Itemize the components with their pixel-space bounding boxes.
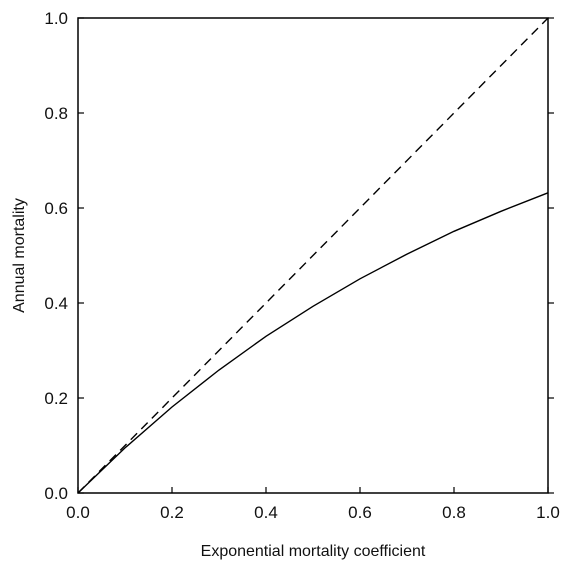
x-axis-ticks: 0.0 0.2 0.4 0.6 0.8 1.0 (66, 487, 560, 522)
x-tick-label: 1.0 (536, 503, 560, 522)
y-axis-ticks: 0.0 0.2 0.4 0.6 0.8 1.0 (44, 9, 554, 503)
y-tick-label: 0.4 (44, 294, 68, 313)
x-axis-label: Exponential mortality coefficient (201, 543, 426, 560)
series-solid-line (77, 192, 549, 494)
series-dashed-line (77, 17, 549, 494)
series-layer (77, 17, 549, 494)
x-tick-label: 0.4 (254, 503, 278, 522)
y-tick-label: 0.0 (44, 484, 68, 503)
y-tick-label: 0.2 (44, 389, 68, 408)
y-tick-label: 1.0 (44, 9, 68, 28)
x-tick-label: 0.8 (442, 503, 466, 522)
plot-frame (77, 17, 549, 494)
y-tick-label: 0.6 (44, 199, 68, 218)
x-tick-label: 0.6 (348, 503, 372, 522)
x-tick-label: 0.0 (66, 503, 90, 522)
y-tick-label: 0.8 (44, 104, 68, 123)
y-axis-label: Annual mortality (11, 198, 28, 313)
x-tick-label: 0.2 (160, 503, 184, 522)
